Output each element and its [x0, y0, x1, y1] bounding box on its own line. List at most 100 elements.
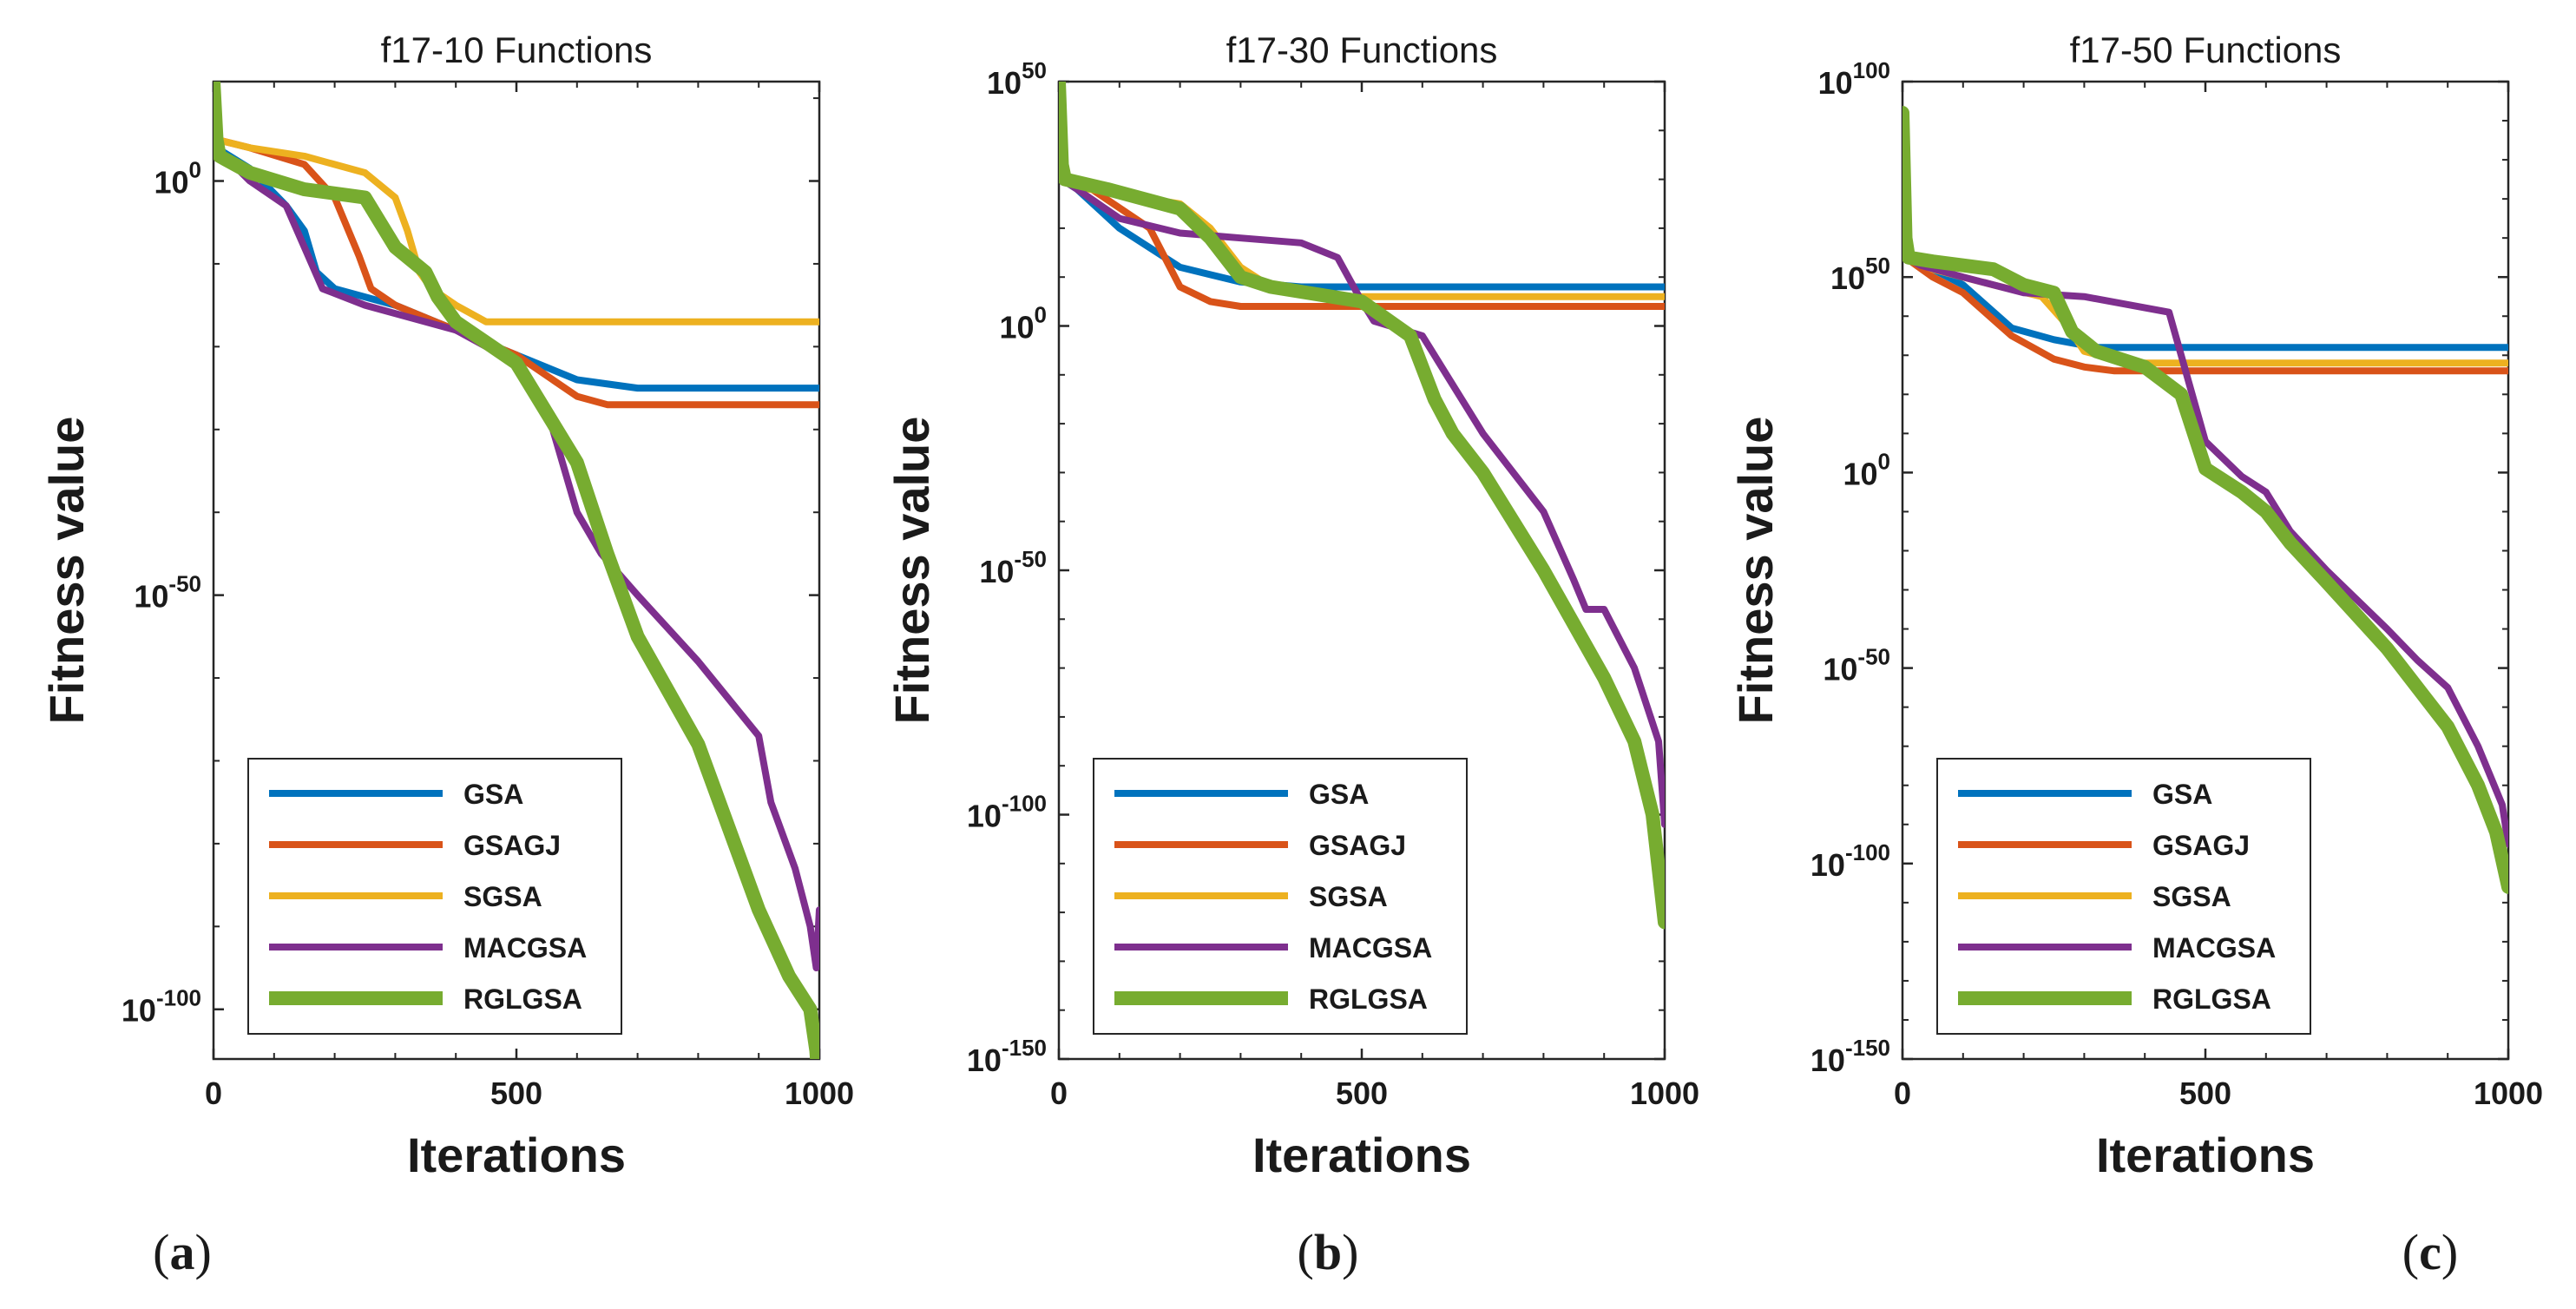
chart-title: f17-10 Functions — [381, 30, 653, 70]
y-axis-label: Fitness value — [884, 417, 939, 725]
y-tick-base: 10 — [1843, 456, 1877, 491]
y-tick-label: 100 — [154, 157, 201, 201]
series-lines — [1059, 82, 1665, 930]
x-tick-label: 500 — [490, 1075, 542, 1111]
y-tick-label: 1050 — [987, 57, 1047, 101]
y-tick-exponent: -50 — [1014, 546, 1047, 572]
y-tick-label: 10-100 — [122, 985, 201, 1029]
legend: GSA GSAGJ SGSA MACGSA RGLGSA — [1936, 758, 2311, 1035]
x-axis-label: Iterations — [407, 1128, 626, 1182]
x-tick-label: 0 — [1894, 1075, 1911, 1111]
y-tick-label: 10-100 — [1810, 839, 1890, 883]
y-tick-base: 10 — [987, 65, 1022, 101]
x-tick-label: 0 — [1050, 1075, 1068, 1111]
panel-letter-paren-open: ( — [153, 1224, 169, 1280]
chart-title: f17-30 Functions — [1226, 30, 1498, 70]
panel-letter-b: (b) — [1298, 1224, 1359, 1280]
y-tick-exponent: -100 — [1002, 791, 1047, 817]
legend-label-macgsa: MACGSA — [463, 932, 587, 964]
series-line-macgsa — [214, 95, 819, 971]
panel-letter-paren-open: ( — [2402, 1224, 2419, 1280]
legend-label-rglgsa: RGLGSA — [2152, 983, 2271, 1015]
x-tick-label: 0 — [205, 1075, 222, 1111]
y-tick-base: 10 — [1810, 847, 1845, 883]
series-line-rglgsa — [1902, 106, 2508, 894]
y-tick-exponent: -150 — [1845, 1035, 1890, 1061]
legend-label-sgsa: SGSA — [2152, 881, 2231, 912]
y-tick-exponent: -150 — [1002, 1035, 1047, 1061]
panel-letter-paren-open: ( — [1298, 1224, 1314, 1280]
y-tick-exponent: 0 — [189, 157, 201, 183]
x-tick-label: 1000 — [785, 1075, 854, 1111]
x-tick-label: 500 — [2179, 1075, 2231, 1111]
y-tick-base: 10 — [122, 993, 156, 1029]
x-tick-label: 500 — [1336, 1075, 1388, 1111]
y-tick-label: 1050 — [1830, 253, 1890, 296]
y-tick-base: 10 — [1818, 65, 1853, 101]
panel-letter-a: (a) — [153, 1224, 212, 1280]
legend-label-rglgsa: RGLGSA — [463, 983, 582, 1015]
y-tick-exponent: 50 — [1865, 253, 1890, 279]
y-tick-exponent: 100 — [1853, 57, 1890, 83]
series-line-sgsa — [214, 95, 819, 326]
legend-label-rglgsa: RGLGSA — [1309, 983, 1428, 1015]
y-tick-label: 10-150 — [1810, 1035, 1890, 1078]
legend-label-gsagj: GSAGJ — [463, 830, 561, 861]
panel-letter-char: c — [2419, 1224, 2441, 1280]
legend-label-gsa: GSA — [463, 779, 523, 810]
y-tick-base: 10 — [1823, 652, 1857, 687]
y-tick-label: 100 — [999, 302, 1047, 345]
y-tick-base: 10 — [134, 579, 168, 615]
x-axis-label: Iterations — [2096, 1128, 2315, 1182]
panel-letter-paren-close: ) — [195, 1224, 212, 1280]
y-tick-exponent: 50 — [1022, 57, 1047, 83]
y-tick-base: 10 — [154, 165, 188, 201]
legend-label-gsagj: GSAGJ — [1309, 830, 1406, 861]
panel-letter-paren-close: ) — [1342, 1224, 1358, 1280]
chart-panel-3: 0 500 100010100105010010-5010-10010-150f17… — [1728, 30, 2543, 1182]
legend-label-gsa: GSA — [1309, 779, 1369, 810]
legend-label-gsa: GSA — [2152, 779, 2212, 810]
legend: GSA GSAGJ SGSA MACGSA RGLGSA — [1093, 758, 1468, 1035]
y-tick-exponent: -50 — [168, 571, 201, 597]
y-tick-base: 10 — [967, 799, 1002, 834]
series-lines — [214, 82, 819, 1059]
y-tick-label: 10100 — [1818, 57, 1890, 101]
y-tick-exponent: -100 — [156, 985, 201, 1011]
y-tick-label: 10-50 — [979, 546, 1047, 589]
panel-letter-char: b — [1314, 1224, 1342, 1280]
y-tick-exponent: 0 — [1878, 448, 1890, 474]
panel-letter-c: (c) — [2402, 1224, 2458, 1280]
y-tick-base: 10 — [979, 554, 1014, 589]
y-tick-label: 100 — [1843, 448, 1890, 491]
y-axis-label: Fitness value — [1728, 417, 1783, 725]
legend-label-sgsa: SGSA — [1309, 881, 1388, 912]
y-tick-label: 10-100 — [967, 791, 1047, 834]
y-tick-exponent: 0 — [1035, 302, 1047, 328]
y-tick-exponent: -100 — [1845, 839, 1890, 865]
x-tick-label: 1000 — [2474, 1075, 2543, 1111]
y-tick-exponent: -50 — [1857, 644, 1890, 670]
series-line-macgsa — [1902, 156, 2508, 848]
series-line-rglgsa — [1059, 82, 1665, 930]
series-lines — [1902, 106, 2508, 894]
legend-label-sgsa: SGSA — [463, 881, 542, 912]
x-tick-label: 1000 — [1630, 1075, 1699, 1111]
series-line-rglgsa — [214, 82, 819, 1059]
y-tick-base: 10 — [967, 1043, 1002, 1078]
chart-title: f17-50 Functions — [2070, 30, 2342, 70]
legend-label-macgsa: MACGSA — [1309, 932, 1432, 964]
y-tick-label: 10-50 — [134, 571, 201, 615]
y-axis-label: Fitness value — [39, 417, 94, 725]
y-tick-base: 10 — [1830, 260, 1865, 296]
panel-letter-paren-close: ) — [2441, 1224, 2458, 1280]
legend: GSA GSAGJ SGSA MACGSA RGLGSA — [247, 758, 622, 1035]
x-axis-label: Iterations — [1252, 1128, 1471, 1182]
y-tick-base: 10 — [1810, 1043, 1845, 1078]
y-tick-label: 10-150 — [967, 1035, 1047, 1078]
y-tick-base: 10 — [999, 310, 1034, 345]
panel-letter-char: a — [170, 1224, 195, 1280]
